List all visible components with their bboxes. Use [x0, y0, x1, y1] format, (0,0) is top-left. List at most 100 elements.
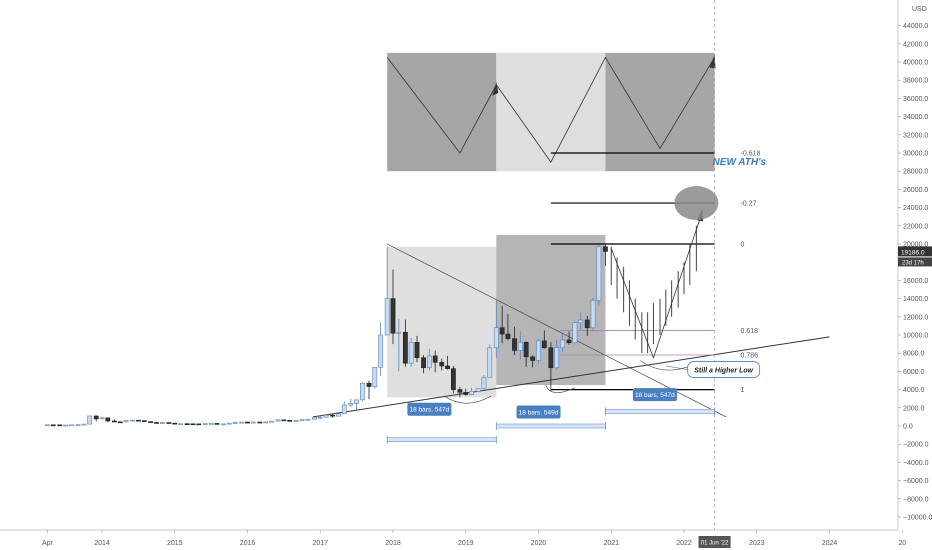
price-tick-label: 10000.0 — [903, 333, 928, 340]
arrow-head-1 — [492, 82, 499, 96]
candle-body — [402, 331, 408, 364]
candle-body — [87, 415, 93, 425]
fib-level-label: -0.27 — [741, 201, 757, 208]
time-tick-label: 2014 — [94, 540, 110, 547]
candle-body — [111, 420, 117, 423]
cursor-date-label: 01 Jun '22 — [701, 541, 729, 547]
range-label-text: 18 bars, 549d — [519, 409, 559, 416]
range-measure-bar — [605, 409, 715, 414]
candle-body — [566, 339, 572, 344]
candle-body — [457, 389, 463, 393]
candle-body — [99, 417, 105, 420]
candle-body — [117, 421, 123, 424]
candle-body — [45, 424, 50, 427]
candle-body — [323, 414, 329, 418]
time-tick-label: 2022 — [676, 540, 692, 547]
candle-body — [463, 392, 469, 395]
price-tick-label: 16000.0 — [903, 278, 928, 285]
time-tick-label: 2020 — [531, 540, 547, 547]
candle-body — [469, 391, 474, 395]
candle-body — [123, 419, 129, 423]
candle-body — [221, 423, 226, 426]
time-tick-label: 2016 — [240, 540, 256, 547]
candle-body — [178, 423, 183, 425]
price-tick-label: −10000.0 — [903, 515, 932, 522]
candle-body — [432, 355, 438, 363]
candle-body — [378, 334, 384, 368]
time-tick-label: 2024 — [822, 540, 838, 547]
time-tick-label: 20 — [898, 540, 906, 547]
candle-body — [250, 421, 256, 424]
time-tick-label: 2021 — [603, 540, 619, 547]
fractal-box-3 — [605, 52, 715, 172]
price-tick-label: −6000.0 — [903, 478, 929, 485]
arrow-head-2 — [709, 54, 716, 69]
fractal-path-2 — [495, 56, 715, 163]
last-price-label: 19186.0 — [901, 249, 925, 256]
price-tick-label: 0.0 — [903, 424, 913, 431]
candle-body — [354, 399, 360, 404]
candle-body — [603, 246, 608, 252]
time-tick-label: 2015 — [167, 540, 183, 547]
candle-body — [105, 417, 111, 422]
higher-low-label: Still a Higher Low — [694, 368, 753, 375]
candle-body — [554, 347, 560, 369]
range-label-box — [407, 402, 452, 416]
time-tick-label: 2019 — [458, 540, 474, 547]
candle-body — [523, 341, 529, 358]
candle-body — [281, 419, 287, 422]
price-tick-label: 36000.0 — [903, 96, 928, 103]
price-tick-label: 44000.0 — [903, 23, 928, 30]
candle-body — [439, 361, 445, 367]
candle-body — [341, 404, 347, 415]
candle-body — [202, 423, 208, 425]
price-tick-label: 34000.0 — [903, 114, 928, 121]
candle-body — [596, 246, 602, 301]
candle-body — [517, 341, 523, 351]
fib-level-label: 0.786 — [741, 353, 759, 360]
candle-body — [450, 368, 456, 390]
candle-body — [166, 422, 172, 424]
candle-body — [408, 341, 414, 364]
fib-level-label: 0 — [741, 242, 745, 249]
candle-body — [584, 319, 590, 329]
candle-body — [141, 420, 147, 422]
candle-body — [130, 419, 135, 422]
price-tick-label: 6000.0 — [903, 369, 925, 376]
candle-body — [154, 422, 159, 424]
candle-body — [396, 331, 402, 334]
range-measure-bar — [496, 423, 606, 429]
candle-body — [69, 424, 74, 427]
candle-body — [414, 341, 420, 359]
candle-body — [299, 419, 305, 421]
fractal-path-1 — [386, 57, 497, 154]
candle-body — [590, 300, 596, 329]
time-tick-label: 2018 — [385, 540, 401, 547]
candle-body — [530, 356, 536, 361]
candle-body — [493, 327, 499, 349]
candle-body — [63, 424, 69, 427]
candle-body — [269, 420, 274, 423]
candle-body — [348, 403, 354, 406]
price-tick-label: 40000.0 — [903, 60, 928, 67]
price-tick-label: 38000.0 — [903, 78, 928, 85]
price-tick-label: 42000.0 — [903, 41, 928, 48]
ath-circle — [674, 186, 719, 221]
candle-body — [196, 423, 202, 426]
candle-body — [239, 421, 245, 424]
range-label-text: 18 bars, 547d — [635, 392, 675, 399]
currency-label: USD — [912, 6, 927, 13]
price-tick-label: 20000.0 — [903, 242, 928, 249]
time-tick-label: 2017 — [312, 540, 328, 547]
fib-level-label: 0.618 — [741, 328, 759, 335]
price-tick-label: 30000.0 — [903, 151, 928, 158]
price-tick-label: 12000.0 — [903, 314, 928, 321]
candle-body — [578, 319, 584, 324]
candle-body — [263, 421, 269, 424]
callout-pointer — [665, 365, 688, 370]
range-measure-bar — [386, 437, 497, 442]
candle-body — [366, 382, 372, 387]
projection-path — [610, 212, 703, 359]
